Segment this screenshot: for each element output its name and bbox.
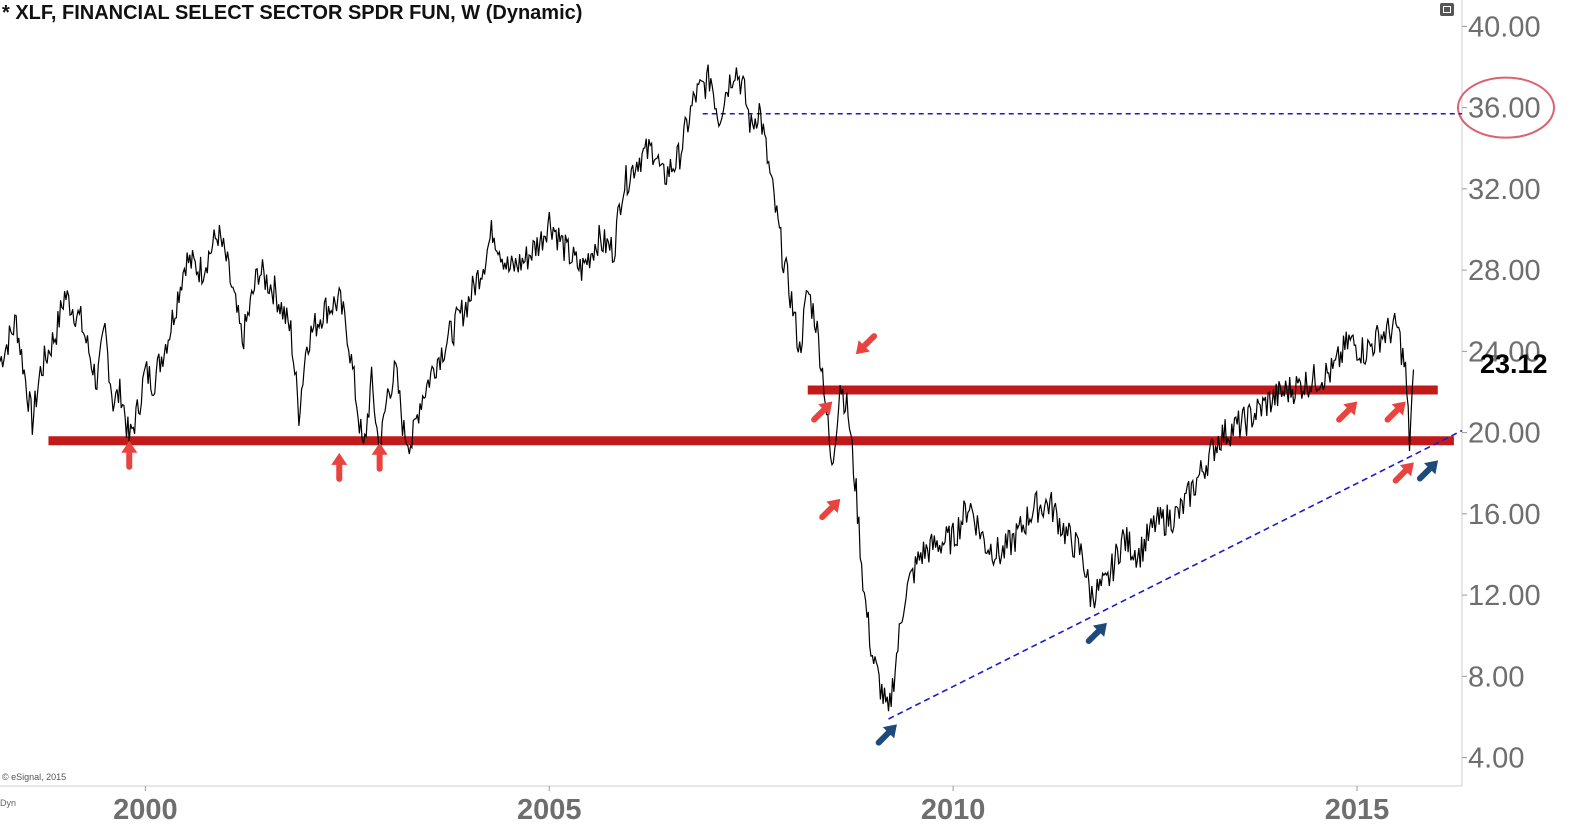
y-tick-label: 4.00 (1468, 743, 1524, 775)
y-tick-label: 28.00 (1468, 255, 1541, 287)
y-tick-label: 20.00 (1468, 418, 1541, 450)
x-tick-label: 2000 (113, 794, 178, 826)
arrow-shaft (1085, 628, 1102, 645)
arrow-head (331, 452, 348, 465)
y-tick-label: 12.00 (1468, 580, 1541, 612)
red-arrow (1392, 462, 1414, 484)
arrow-head (1399, 462, 1414, 477)
blue-arrow (1085, 622, 1107, 645)
price-line (0, 64, 1415, 712)
maximize-icon[interactable] (1440, 3, 1454, 16)
arrow-shaft (1416, 465, 1433, 482)
red-arrow (121, 440, 138, 470)
arrow-head (1424, 460, 1439, 475)
red-arrow (331, 452, 348, 482)
arrow-head (855, 340, 870, 355)
esignal-watermark: © eSignal, 2015 (2, 772, 67, 782)
x-tick-label: 2005 (517, 794, 582, 826)
arrow-shaft (811, 406, 827, 423)
blue-arrow (1416, 460, 1439, 482)
arrow-shaft (861, 333, 878, 349)
last-price-label: 23.12 (1480, 349, 1548, 379)
arrow-shaft (875, 729, 892, 746)
red-arrow (819, 498, 841, 521)
y-tick-label: 24.00 (1468, 336, 1541, 368)
highlight-circle (1457, 76, 1555, 139)
y-tick-label: 16.00 (1468, 499, 1541, 531)
x-tick-label: 2010 (921, 794, 986, 826)
arrow-head (826, 498, 841, 513)
y-tick-label: 40.00 (1468, 11, 1541, 43)
arrow-head (818, 401, 833, 416)
arrow-shaft (1384, 406, 1401, 423)
arrow-head (882, 724, 897, 739)
red-arrow (811, 401, 833, 423)
red-arrow (855, 333, 878, 355)
red-arrow (1336, 401, 1358, 423)
arrow-shaft (1336, 406, 1352, 423)
arrow-head (1343, 401, 1358, 416)
arrow-shaft (1392, 467, 1409, 484)
blue-arrow (875, 724, 897, 746)
y-tick-label: 8.00 (1468, 661, 1524, 693)
red-arrow (371, 442, 388, 472)
dyn-label: Dyn (0, 798, 17, 808)
x-tick-label: 2015 (1325, 794, 1390, 826)
arrow-head (121, 440, 138, 453)
uptrend-line (888, 429, 1463, 720)
arrow-head (1092, 622, 1107, 637)
red-arrow (1384, 401, 1406, 423)
arrow-head (1391, 401, 1406, 416)
y-tick-label: 32.00 (1468, 174, 1541, 206)
arrow-head (371, 442, 388, 455)
y-tick-label: 36.00 (1468, 93, 1541, 125)
arrow-shaft (819, 504, 835, 521)
chart-title: * XLF, FINANCIAL SELECT SECTOR SPDR FUN,… (2, 2, 583, 24)
